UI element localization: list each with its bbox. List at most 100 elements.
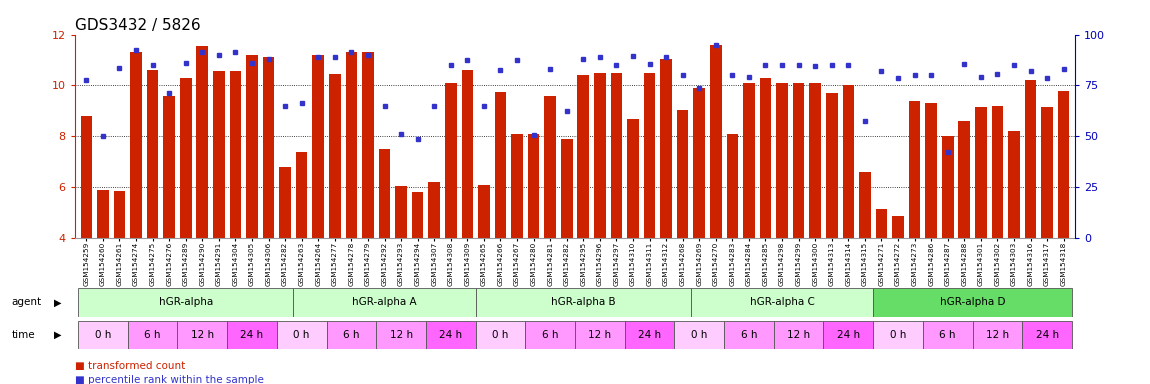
Text: 6 h: 6 h [343, 330, 360, 340]
Text: ▶: ▶ [54, 330, 62, 340]
Bar [1058, 91, 1070, 238]
Text: time: time [12, 330, 36, 340]
Bar [774, 321, 823, 349]
Bar [843, 86, 854, 238]
Text: 12 h: 12 h [986, 330, 1009, 340]
Bar [958, 121, 971, 238]
Bar [277, 321, 327, 349]
Bar [826, 93, 837, 238]
Text: hGR-alpha B: hGR-alpha B [551, 297, 615, 308]
Bar [611, 73, 622, 238]
Bar [693, 88, 705, 238]
Bar [823, 321, 873, 349]
Bar [362, 52, 374, 238]
Text: 24 h: 24 h [439, 330, 462, 340]
Text: agent: agent [12, 297, 41, 308]
Bar [1041, 107, 1053, 238]
Bar [710, 45, 721, 238]
Bar [327, 321, 376, 349]
Bar [776, 83, 788, 238]
Bar [97, 190, 109, 238]
Bar [376, 321, 426, 349]
Bar [346, 52, 358, 238]
Text: 6 h: 6 h [940, 330, 956, 340]
Bar [78, 288, 293, 317]
Bar [512, 134, 523, 238]
Text: hGR-alpha: hGR-alpha [159, 297, 213, 308]
Bar [674, 321, 724, 349]
Text: hGR-alpha D: hGR-alpha D [940, 297, 1005, 308]
Bar [724, 321, 774, 349]
Bar [213, 71, 224, 238]
Bar [595, 73, 606, 238]
Bar [412, 192, 423, 238]
Bar [429, 182, 440, 238]
Bar [476, 321, 526, 349]
Bar [78, 321, 128, 349]
Bar [494, 92, 506, 238]
Bar [908, 101, 920, 238]
Bar [873, 288, 1072, 317]
Bar [296, 152, 307, 238]
Bar [677, 109, 689, 238]
Bar [727, 134, 738, 238]
Bar [445, 83, 457, 238]
Text: 0 h: 0 h [293, 330, 309, 340]
Bar [892, 217, 904, 238]
Bar [792, 83, 804, 238]
Bar [197, 46, 208, 238]
Bar [262, 58, 275, 238]
Bar [926, 103, 937, 238]
Bar [147, 70, 159, 238]
Text: 12 h: 12 h [390, 330, 413, 340]
Text: ■ transformed count: ■ transformed count [75, 361, 185, 371]
Text: 0 h: 0 h [94, 330, 112, 340]
Text: 6 h: 6 h [542, 330, 559, 340]
Bar [561, 139, 573, 238]
Text: hGR-alpha C: hGR-alpha C [750, 297, 814, 308]
Bar [644, 73, 656, 238]
Bar [810, 83, 821, 238]
Text: ■ percentile rank within the sample: ■ percentile rank within the sample [75, 375, 263, 384]
Bar [378, 149, 390, 238]
Text: 0 h: 0 h [890, 330, 906, 340]
Bar [859, 172, 871, 238]
Bar [1009, 131, 1020, 238]
Bar [1025, 80, 1036, 238]
Bar [230, 71, 241, 238]
Text: 24 h: 24 h [240, 330, 263, 340]
Bar [228, 321, 277, 349]
Text: ▶: ▶ [54, 297, 62, 308]
Bar [396, 186, 407, 238]
Bar [942, 136, 953, 238]
Bar [660, 59, 672, 238]
Bar [177, 321, 228, 349]
Text: 12 h: 12 h [191, 330, 214, 340]
Bar [114, 191, 125, 238]
Bar [461, 70, 473, 238]
Bar [329, 74, 340, 238]
Text: 0 h: 0 h [691, 330, 707, 340]
Bar [478, 185, 490, 238]
Bar [922, 321, 973, 349]
Bar [624, 321, 674, 349]
Bar [426, 321, 476, 349]
Bar [743, 83, 754, 238]
Text: 12 h: 12 h [787, 330, 811, 340]
Text: 24 h: 24 h [638, 330, 661, 340]
Text: GDS3432 / 5826: GDS3432 / 5826 [75, 18, 200, 33]
Bar [575, 321, 624, 349]
Bar [875, 209, 888, 238]
Bar [128, 321, 177, 349]
Bar [973, 321, 1022, 349]
Bar [179, 78, 192, 238]
Bar [691, 288, 873, 317]
Bar [476, 288, 691, 317]
Bar [544, 96, 555, 238]
Bar [130, 52, 141, 238]
Bar [528, 134, 539, 238]
Bar [526, 321, 575, 349]
Bar [760, 78, 772, 238]
Bar [279, 167, 291, 238]
Text: 24 h: 24 h [1035, 330, 1059, 340]
